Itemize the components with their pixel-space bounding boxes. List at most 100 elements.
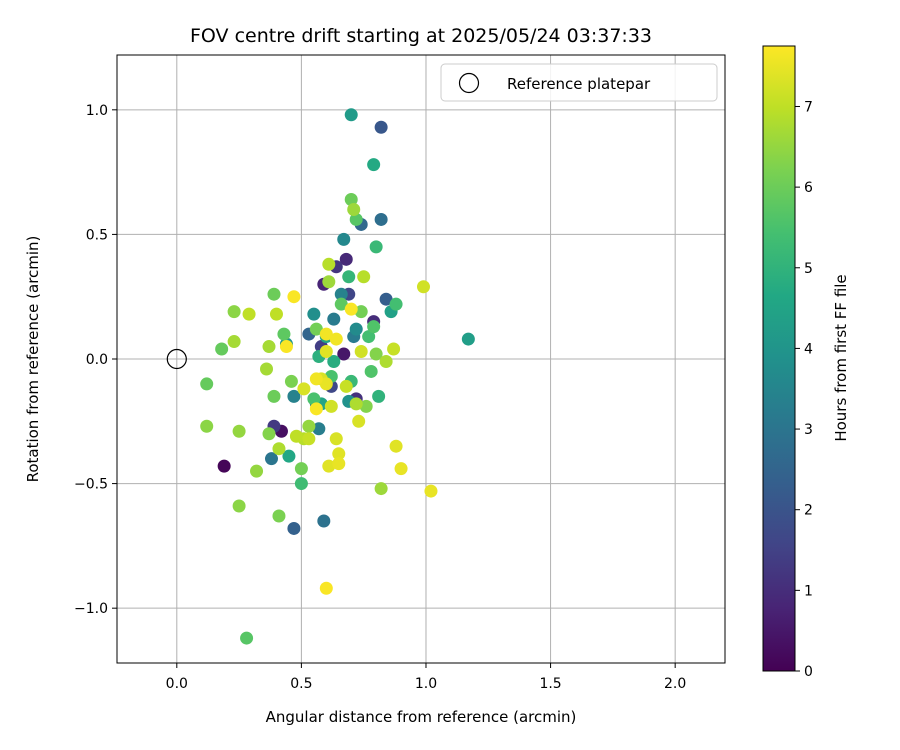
data-point — [294, 462, 308, 476]
reference-platepar-marker — [166, 348, 187, 370]
data-point — [309, 372, 323, 386]
data-point — [349, 212, 363, 226]
data-point — [416, 280, 430, 294]
data-point — [359, 399, 373, 413]
data-point — [319, 377, 333, 391]
colorbar-gradient — [763, 46, 795, 671]
y-tick-label: 0.5 — [86, 227, 108, 243]
colorbar: 0 1 2 3 4 5 6 7 Hours from first FF file — [762, 45, 850, 680]
data-point — [394, 462, 408, 476]
data-point — [337, 347, 351, 361]
data-point — [312, 422, 326, 436]
data-point — [215, 342, 229, 356]
x-tick-label: 1.5 — [539, 676, 561, 692]
data-point — [287, 389, 301, 403]
x-tick-label: 0.5 — [290, 676, 312, 692]
data-point — [367, 320, 381, 334]
data-point — [387, 342, 401, 356]
x-axis-label: Angular distance from reference (arcmin) — [266, 708, 577, 726]
data-point — [332, 457, 346, 471]
data-point — [322, 275, 336, 289]
data-point — [357, 270, 371, 284]
data-point — [269, 307, 283, 321]
colorbar-tick-label: 5 — [804, 261, 813, 277]
data-point — [332, 447, 346, 461]
data-point — [367, 158, 381, 172]
data-point — [309, 402, 323, 416]
data-point — [354, 305, 368, 319]
data-point — [369, 347, 383, 361]
data-point — [227, 305, 241, 319]
data-point — [267, 287, 281, 301]
colorbar-ticks: 0 1 2 3 4 5 6 7 — [795, 99, 813, 680]
data-point — [250, 464, 264, 478]
data-point — [339, 252, 353, 266]
data-point — [242, 307, 256, 321]
data-point — [272, 442, 286, 456]
data-point — [302, 419, 316, 433]
data-point — [307, 307, 321, 321]
data-point — [334, 297, 348, 311]
grid — [117, 55, 725, 663]
data-point — [297, 382, 311, 396]
data-point — [349, 322, 363, 336]
data-point — [279, 340, 293, 354]
data-point — [362, 330, 376, 344]
colorbar-tick-label: 6 — [804, 180, 813, 196]
legend-box — [440, 63, 718, 102]
data-point — [372, 389, 386, 403]
colorbar-tick-label: 2 — [804, 503, 813, 519]
data-point — [294, 477, 308, 491]
data-point — [260, 362, 274, 376]
data-point — [307, 392, 321, 406]
data-point — [379, 354, 393, 368]
data-point — [389, 439, 403, 453]
data-point — [344, 193, 358, 207]
data-point — [389, 297, 403, 311]
x-tick-label: 2.0 — [664, 676, 686, 692]
data-point — [262, 427, 276, 441]
data-point — [289, 429, 303, 443]
x-tick-label: 1.0 — [415, 676, 437, 692]
data-point — [322, 459, 336, 473]
data-point — [344, 108, 358, 122]
data-point — [232, 424, 246, 438]
data-point — [319, 581, 333, 595]
data-point — [379, 292, 393, 306]
data-point — [319, 327, 333, 341]
data-point — [342, 270, 356, 284]
data-point — [232, 499, 246, 513]
data-point — [200, 419, 214, 433]
y-tick-label: −0.5 — [74, 477, 108, 493]
data-point — [267, 389, 281, 403]
chart-title: FOV centre drift starting at 2025/05/24 … — [190, 25, 652, 47]
data-point — [287, 290, 301, 304]
data-point — [200, 377, 214, 391]
data-point — [374, 482, 388, 496]
data-point — [327, 312, 341, 326]
data-point — [227, 335, 241, 349]
data-point — [344, 302, 358, 316]
y-tick-label: −1.0 — [74, 601, 108, 617]
data-point — [284, 374, 298, 388]
y-tick-label: 1.0 — [86, 103, 108, 119]
data-point — [322, 257, 336, 271]
x-axis-ticks: 0.0 0.5 1.0 1.5 2.0 — [166, 663, 686, 692]
colorbar-tick-label: 3 — [804, 422, 813, 438]
data-point — [352, 414, 366, 428]
data-point — [277, 327, 291, 341]
data-point — [329, 332, 343, 346]
colorbar-tick-label: 0 — [804, 664, 813, 680]
legend: Reference platepar — [440, 63, 718, 102]
y-axis-ticks: −1.0 −0.5 0.0 0.5 1.0 — [74, 103, 117, 617]
legend-label: Reference platepar — [507, 75, 651, 93]
data-point — [217, 459, 231, 473]
data-point — [354, 345, 368, 359]
data-point — [364, 364, 378, 378]
data-point — [302, 432, 316, 446]
colorbar-frame — [762, 45, 796, 672]
x-tick-label: 0.0 — [166, 676, 188, 692]
data-point — [461, 332, 475, 346]
legend-reference-marker — [458, 72, 480, 94]
